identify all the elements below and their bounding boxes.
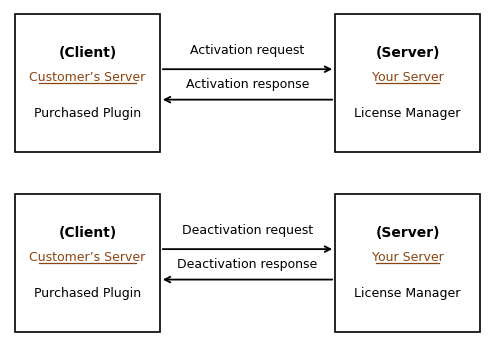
Text: (Server): (Server) — [376, 226, 440, 239]
Text: Purchased Plugin: Purchased Plugin — [34, 107, 141, 120]
Text: Activation request: Activation request — [190, 44, 304, 57]
Text: Purchased Plugin: Purchased Plugin — [34, 287, 141, 300]
Text: Your Server: Your Server — [372, 71, 444, 84]
Bar — [15, 194, 160, 332]
Text: (Client): (Client) — [58, 226, 116, 239]
Text: Customer’s Server: Customer’s Server — [30, 251, 146, 264]
Text: (Server): (Server) — [376, 46, 440, 60]
Text: Your Server: Your Server — [372, 251, 444, 264]
Bar — [335, 14, 480, 152]
Text: Deactivation request: Deactivation request — [182, 224, 313, 237]
Text: Customer’s Server: Customer’s Server — [30, 71, 146, 84]
Text: License Manager: License Manager — [354, 107, 461, 120]
Bar — [335, 194, 480, 332]
Text: License Manager: License Manager — [354, 287, 461, 300]
Text: Activation response: Activation response — [186, 78, 309, 91]
Bar — [15, 14, 160, 152]
Text: (Client): (Client) — [58, 46, 116, 60]
Text: Deactivation response: Deactivation response — [178, 257, 318, 271]
